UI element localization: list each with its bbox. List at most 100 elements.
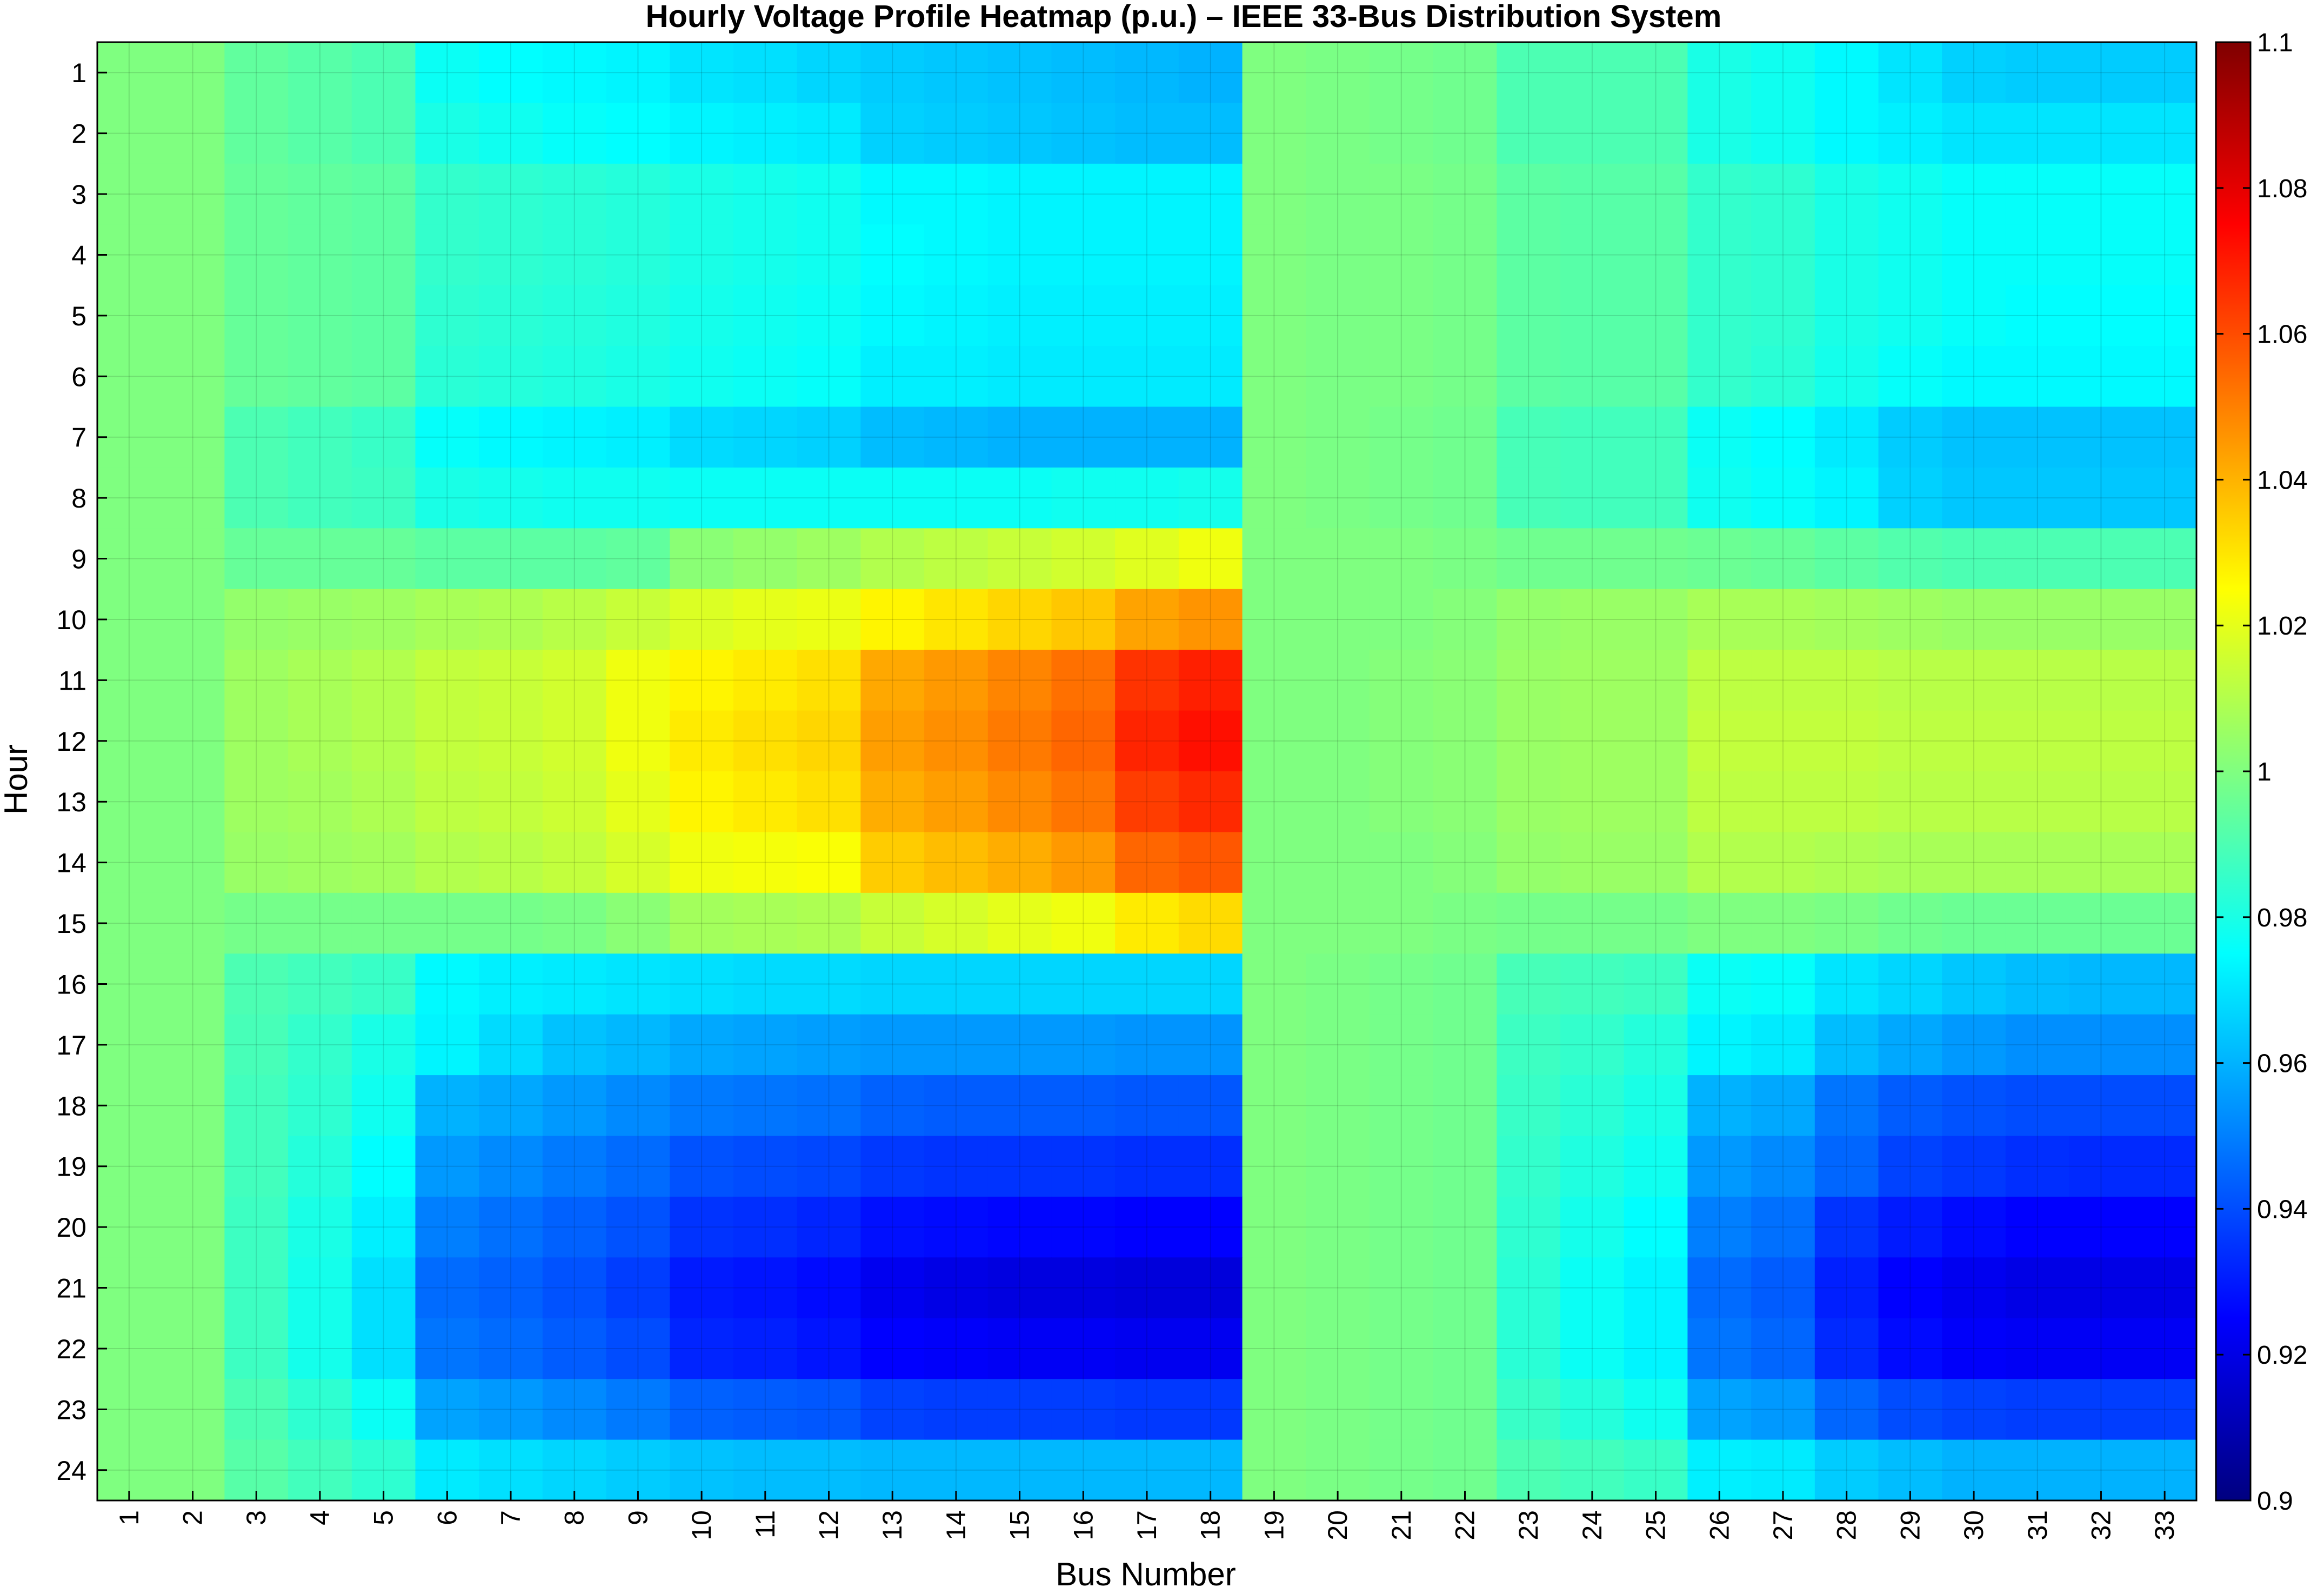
heatmap-cell xyxy=(606,528,670,590)
heatmap-cell xyxy=(860,528,925,590)
heatmap-cell xyxy=(288,528,352,590)
colorbar-tick-label: 1.1 xyxy=(2257,29,2293,57)
heatmap-cell xyxy=(1115,1318,1179,1379)
heatmap-cell xyxy=(1497,103,1561,164)
heatmap-cell xyxy=(1560,710,1625,772)
heatmap-cell xyxy=(1433,1014,1497,1076)
heatmap-cell xyxy=(670,103,734,164)
heatmap-cell xyxy=(1115,163,1179,225)
heatmap-cell xyxy=(161,953,225,1015)
colorbar-tick-label: 1.04 xyxy=(2257,466,2307,495)
heatmap-cell xyxy=(542,406,607,468)
heatmap-cell xyxy=(670,1136,734,1197)
heatmap-cell xyxy=(415,1318,479,1379)
heatmap-cell xyxy=(351,1014,416,1076)
heatmap-cell xyxy=(797,1318,861,1379)
heatmap-cell xyxy=(797,892,861,954)
heatmap-cell xyxy=(987,1014,1052,1076)
heatmap-cell xyxy=(479,1196,543,1258)
heatmap-cell xyxy=(415,103,479,164)
heatmap-cell xyxy=(2133,832,2197,893)
heatmap-cell xyxy=(2069,346,2133,408)
heatmap-cell xyxy=(415,1439,479,1501)
heatmap-cell xyxy=(860,710,925,772)
heatmap-cell xyxy=(1942,346,2006,408)
heatmap-cell xyxy=(987,163,1052,225)
heatmap-cell xyxy=(224,710,289,772)
heatmap-cell xyxy=(606,1257,670,1319)
heatmap-cell xyxy=(1497,650,1561,711)
heatmap-cell xyxy=(1051,467,1116,529)
heatmap-cell xyxy=(606,710,670,772)
heatmap-cell xyxy=(161,103,225,164)
heatmap-cell xyxy=(860,650,925,711)
heatmap-cell xyxy=(2005,771,2070,833)
heatmap-cell xyxy=(924,953,989,1015)
y-tick-label: 6 xyxy=(71,362,86,392)
x-tick-label: 17 xyxy=(1132,1510,1162,1540)
heatmap-cell xyxy=(2005,650,2070,711)
heatmap-cell xyxy=(1051,1257,1116,1319)
heatmap-cell xyxy=(351,1439,416,1501)
heatmap-cell xyxy=(1497,346,1561,408)
heatmap-cell xyxy=(924,771,989,833)
heatmap-cell xyxy=(1687,528,1752,590)
heatmap-cell xyxy=(924,1379,989,1440)
heatmap-cell xyxy=(1369,1075,1434,1137)
heatmap-cell xyxy=(351,224,416,286)
heatmap-cell xyxy=(1051,528,1116,590)
heatmap-cell xyxy=(161,163,225,225)
heatmap-cell xyxy=(1942,406,2006,468)
heatmap-cell xyxy=(1560,1136,1625,1197)
heatmap-cell xyxy=(987,589,1052,650)
heatmap-cell xyxy=(1242,771,1306,833)
heatmap-cell xyxy=(2133,285,2197,346)
heatmap-cell xyxy=(288,42,352,104)
heatmap-cell xyxy=(2133,224,2197,286)
x-tick-label: 4 xyxy=(305,1510,335,1525)
heatmap-cell xyxy=(987,771,1052,833)
heatmap-cell xyxy=(1433,528,1497,590)
heatmap-cell xyxy=(2005,1318,2070,1379)
heatmap-cell xyxy=(415,1075,479,1137)
heatmap-cell xyxy=(415,406,479,468)
heatmap-cell xyxy=(1878,467,1942,529)
heatmap-cell xyxy=(288,103,352,164)
heatmap-cell xyxy=(1942,528,2006,590)
heatmap-cell xyxy=(542,710,607,772)
heatmap-cell xyxy=(1814,1136,1879,1197)
heatmap-cell xyxy=(1242,832,1306,893)
heatmap-cell xyxy=(1751,1318,1815,1379)
heatmap-cell xyxy=(1051,589,1116,650)
heatmap-cell xyxy=(1051,103,1116,164)
heatmap-cell xyxy=(1878,406,1942,468)
heatmap-cell xyxy=(2133,528,2197,590)
heatmap-cell xyxy=(1878,1439,1942,1501)
heatmap-cell xyxy=(1306,224,1370,286)
heatmap-cell xyxy=(797,346,861,408)
heatmap-cell xyxy=(479,346,543,408)
heatmap-cell xyxy=(1751,710,1815,772)
heatmap-cell xyxy=(1242,285,1306,346)
heatmap-cell xyxy=(987,467,1052,529)
heatmap-cell xyxy=(1433,42,1497,104)
heatmap-cell xyxy=(1497,1318,1561,1379)
heatmap-cell xyxy=(1878,1014,1942,1076)
heatmap-cell xyxy=(1115,1439,1179,1501)
colorbar-tick-label: 0.94 xyxy=(2257,1195,2307,1224)
heatmap-cell xyxy=(1624,346,1688,408)
heatmap-cell xyxy=(1178,406,1243,468)
heatmap-cell xyxy=(542,42,607,104)
heatmap-cell xyxy=(1051,771,1116,833)
heatmap-cell xyxy=(797,1257,861,1319)
heatmap-cell xyxy=(733,650,798,711)
heatmap-cell xyxy=(1433,589,1497,650)
heatmap-cell xyxy=(1306,832,1370,893)
colorbar-tick-label: 0.9 xyxy=(2257,1487,2293,1516)
heatmap-cell xyxy=(1497,589,1561,650)
heatmap-cell xyxy=(1942,1379,2006,1440)
heatmap-cell xyxy=(97,1379,162,1440)
heatmap-cell xyxy=(97,892,162,954)
heatmap-cell xyxy=(1814,832,1879,893)
heatmap-cell xyxy=(797,406,861,468)
